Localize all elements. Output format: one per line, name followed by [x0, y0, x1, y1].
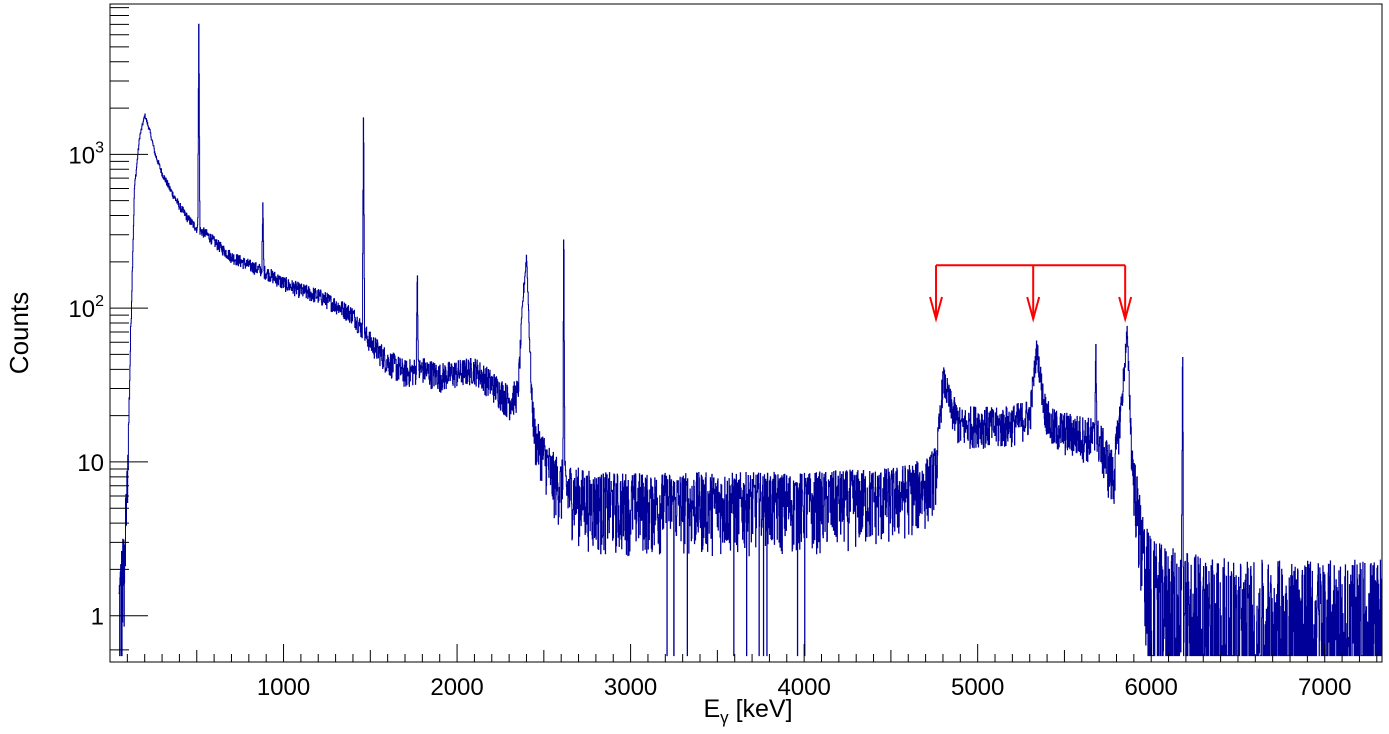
- x-axis-subscript: γ: [720, 708, 729, 727]
- y-axis-title: Counts: [4, 292, 34, 374]
- y-tick-label: 102: [68, 293, 104, 323]
- marker-arrow-head: [929, 296, 943, 323]
- x-tick-label: 4000: [777, 674, 830, 701]
- x-tick-label: 7000: [1298, 674, 1351, 701]
- axis-ticks: 1000 2000 3000 4000 5000 6000 7000 1 10 102 103: [68, 7, 1378, 701]
- x-tick-label: 3000: [604, 674, 657, 701]
- y-tick-label: 1: [91, 604, 104, 631]
- x-tick-label: 6000: [1125, 674, 1178, 701]
- plot-frame: [109, 3, 1383, 663]
- x-tick-label: 1000: [257, 674, 310, 701]
- marker-arrow-head: [1118, 296, 1133, 323]
- marker-arrow-head: [1026, 296, 1041, 323]
- x-tick-label: 5000: [951, 674, 1004, 701]
- x-axis-symbol: E: [703, 695, 720, 723]
- y-tick-label: 10: [77, 450, 104, 477]
- peak-marker-bracket: [929, 264, 1133, 323]
- x-axis-unit: [keV]: [736, 695, 793, 723]
- x-tick-label: 2000: [430, 674, 483, 701]
- x-axis-title: Eγ [keV]: [703, 695, 792, 727]
- spectrum-series-line: [118, 23, 1383, 657]
- spectrum-layer: [118, 23, 1383, 657]
- y-tick-label: 103: [68, 139, 104, 169]
